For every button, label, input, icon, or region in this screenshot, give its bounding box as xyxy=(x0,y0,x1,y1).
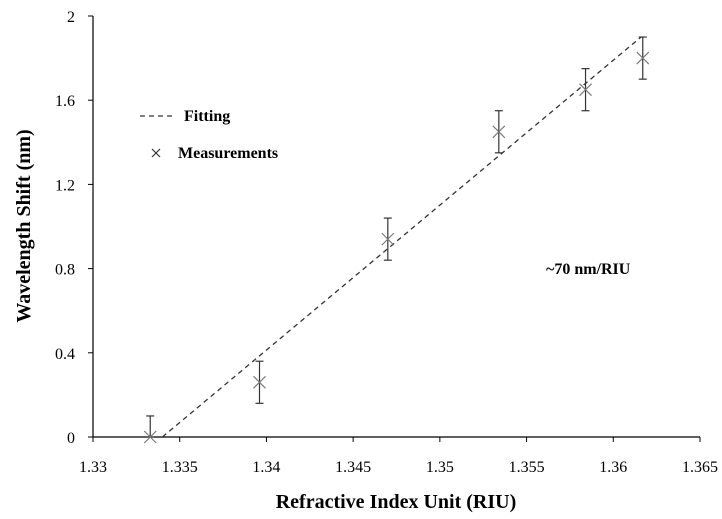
x-marker-stroke xyxy=(579,83,592,97)
x-tick-label: 1.33 xyxy=(79,459,107,476)
x-tick-label: 1.35 xyxy=(426,459,454,476)
fitting-line xyxy=(161,36,642,438)
x-axis-title: Refractive Index Unit (RIU) xyxy=(276,491,517,513)
fitting-series xyxy=(161,36,642,438)
x-tick-label: 1.355 xyxy=(509,459,545,476)
x-marker-stroke xyxy=(381,232,395,246)
sensitivity-annotation: ~70 nm/RIU xyxy=(546,261,631,278)
legend: Fitting Measurements xyxy=(140,108,278,162)
x-marker-stroke xyxy=(253,375,266,389)
x-marker-stroke xyxy=(492,125,506,139)
x-tick-label: 1.36 xyxy=(599,459,627,476)
y-ticks: 0 0.4 0.8 1.2 1.6 2 xyxy=(55,9,93,447)
axes xyxy=(92,16,700,438)
measurement-point xyxy=(253,360,266,404)
measurement-point xyxy=(579,68,592,112)
x-tick-label: 1.335 xyxy=(162,459,198,476)
x-tick-label: 1.365 xyxy=(682,459,718,476)
x-tick-label: 1.34 xyxy=(252,459,280,476)
legend-measurements-label: Measurements xyxy=(178,145,278,162)
measurement-point xyxy=(636,36,650,80)
x-ticks: 1.33 1.335 1.34 1.345 1.35 1.355 1.36 1.365 xyxy=(79,437,718,476)
measurement-point xyxy=(381,217,395,261)
legend-measurements-marker xyxy=(151,148,161,158)
y-tick-label: 1.2 xyxy=(55,177,75,194)
y-tick-label: 0 xyxy=(67,430,75,447)
y-tick-label: 0.8 xyxy=(55,262,75,279)
measurements-series xyxy=(143,36,650,444)
y-axis-title: Wavelength Shift (nm) xyxy=(13,129,35,322)
measurement-point xyxy=(143,415,157,444)
y-tick-label: 0.4 xyxy=(55,346,75,363)
x-marker-stroke xyxy=(143,430,157,444)
measurement-point xyxy=(492,110,506,154)
x-marker-stroke xyxy=(636,51,650,65)
x-tick-label: 1.345 xyxy=(335,459,371,476)
legend-fitting-label: Fitting xyxy=(184,108,230,125)
y-tick-label: 2 xyxy=(67,9,75,26)
y-tick-label: 1.6 xyxy=(55,93,75,110)
